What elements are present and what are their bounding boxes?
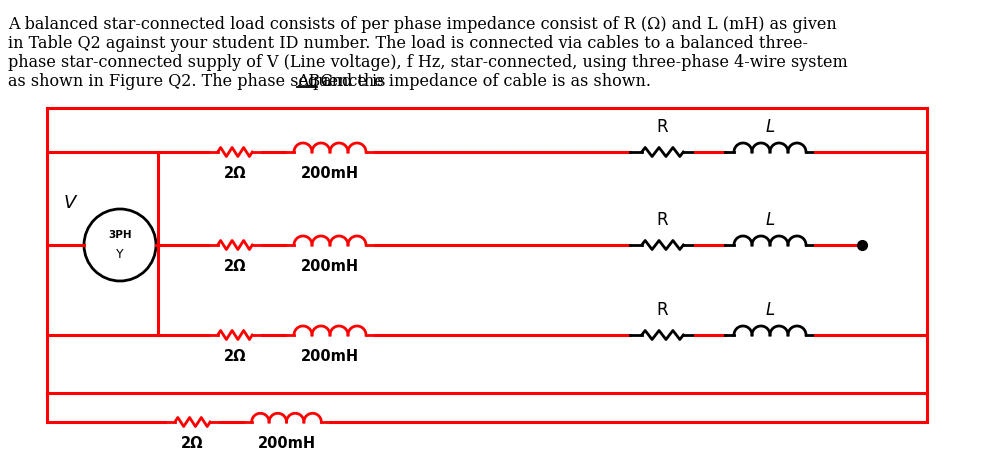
Text: 2Ω: 2Ω (223, 349, 246, 364)
Text: R: R (657, 211, 668, 229)
Text: 2Ω: 2Ω (223, 166, 246, 181)
Text: A balanced star-connected load consists of per phase impedance consist of R (Ω) : A balanced star-connected load consists … (8, 16, 837, 33)
Text: 200mH: 200mH (301, 259, 359, 274)
Text: and the impedance of cable is as shown.: and the impedance of cable is as shown. (317, 73, 651, 90)
Text: V: V (63, 194, 76, 212)
Text: as shown in Figure Q2. The phase sequence is: as shown in Figure Q2. The phase sequenc… (8, 73, 390, 90)
Text: L: L (766, 211, 775, 229)
Text: R: R (657, 118, 668, 136)
Text: phase star-connected supply of V (Line voltage), f Hz, star-connected, using thr: phase star-connected supply of V (Line v… (8, 54, 848, 71)
Text: 2Ω: 2Ω (181, 436, 204, 451)
Text: 200mH: 200mH (301, 166, 359, 181)
Text: L: L (766, 301, 775, 319)
Text: 3PH: 3PH (109, 230, 132, 240)
Text: 200mH: 200mH (258, 436, 316, 451)
Text: R: R (657, 301, 668, 319)
Text: Y: Y (116, 248, 124, 262)
Text: ABC: ABC (297, 73, 333, 90)
Text: 200mH: 200mH (301, 349, 359, 364)
Text: L: L (766, 118, 775, 136)
Text: in Table Q2 against your student ID number. The load is connected via cables to : in Table Q2 against your student ID numb… (8, 35, 808, 52)
Text: 2Ω: 2Ω (223, 259, 246, 274)
